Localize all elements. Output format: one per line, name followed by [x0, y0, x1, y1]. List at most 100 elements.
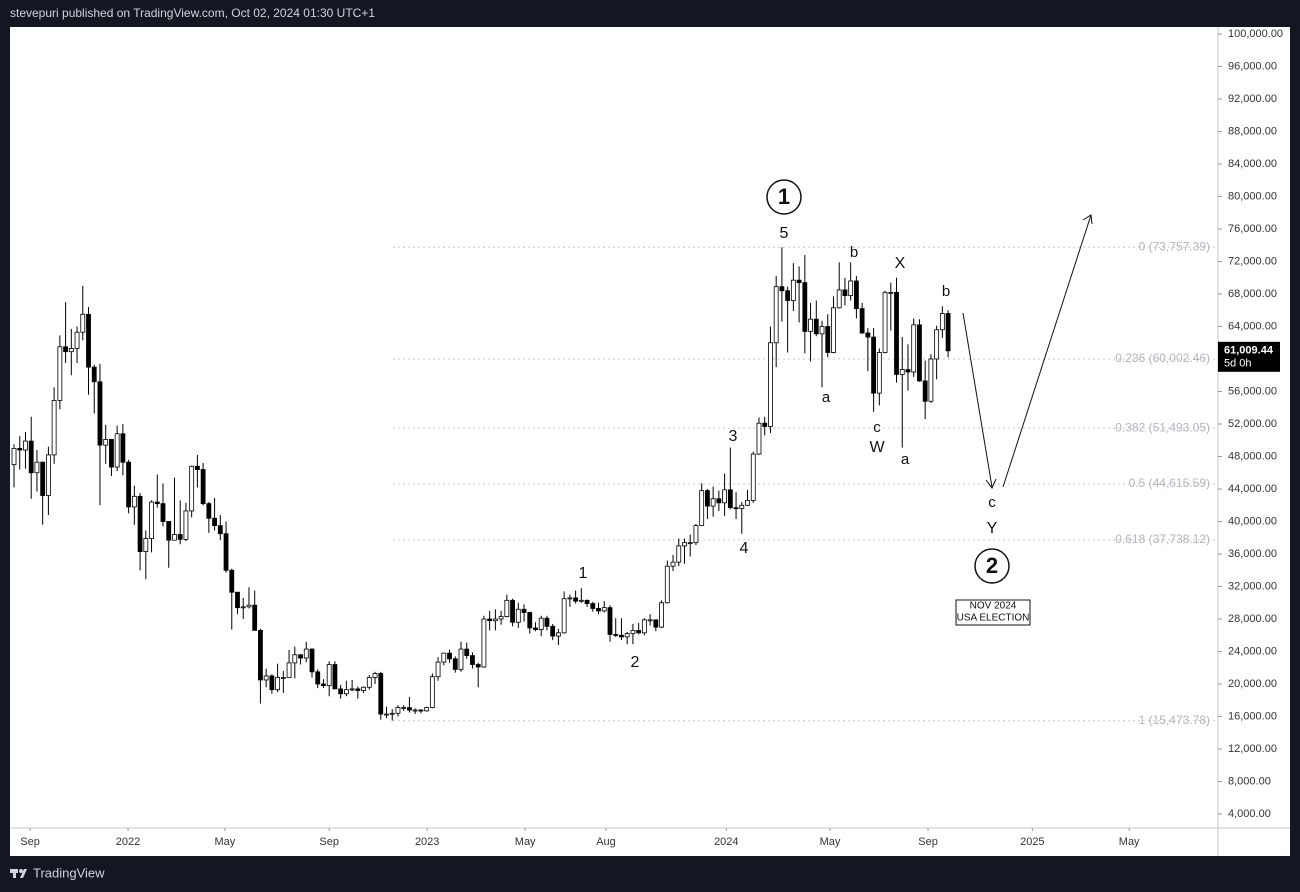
wave-label: NOV 2024 — [970, 601, 1017, 612]
y-tick-label: 48,000.00 — [1228, 450, 1277, 462]
wave-label: 1 — [778, 184, 790, 209]
candle-body — [40, 461, 46, 496]
candle-body — [779, 286, 785, 292]
candle-body — [303, 648, 309, 659]
candle-body — [309, 648, 315, 673]
candle-body — [183, 510, 189, 540]
y-tick-label: 76,000.00 — [1228, 223, 1277, 235]
candle-body — [939, 313, 945, 331]
candle-body — [510, 599, 515, 623]
candle-body — [172, 534, 177, 541]
last-price-label: 61,009.44 — [1224, 345, 1274, 357]
candle-body — [722, 489, 728, 504]
y-tick-label: 52,000.00 — [1228, 418, 1277, 430]
y-tick-label: 16,000.00 — [1228, 710, 1277, 722]
candle-body — [727, 489, 733, 509]
candle-body — [619, 634, 624, 638]
y-tick-label: 96,000.00 — [1228, 60, 1277, 72]
candle-body — [567, 597, 573, 600]
x-tick-label: Aug — [596, 836, 616, 848]
y-tick-label: 8,000.00 — [1228, 775, 1271, 787]
candle-body — [74, 331, 80, 349]
candle-body — [504, 599, 510, 617]
candle-body — [859, 308, 865, 334]
candle-body — [894, 291, 899, 375]
candle-body — [636, 629, 642, 634]
candle-body — [710, 498, 716, 507]
candle-body — [785, 290, 791, 301]
candle-body — [332, 664, 338, 690]
candle-body — [378, 673, 384, 715]
candle-body — [11, 447, 17, 466]
x-tick-label: May — [820, 836, 841, 848]
y-tick-label: 44,000.00 — [1228, 483, 1277, 495]
candle-body — [223, 533, 229, 571]
wave-label: 2 — [986, 553, 998, 578]
y-tick-label: 36,000.00 — [1228, 548, 1277, 560]
candle-body — [550, 625, 556, 637]
candle-body — [68, 348, 74, 353]
candle-body — [624, 633, 630, 638]
candle-body — [252, 604, 258, 631]
candle-body — [275, 677, 281, 691]
candle-body — [613, 634, 619, 636]
candle-body — [447, 652, 452, 660]
y-tick-label: 92,000.00 — [1228, 93, 1277, 105]
candle-body — [45, 454, 51, 496]
y-tick-label: 84,000.00 — [1228, 158, 1277, 170]
candle-body — [836, 289, 842, 309]
candle-body — [361, 686, 366, 691]
candle-body — [733, 507, 739, 510]
fib-label: 0.382 (51,493.05) — [1115, 420, 1210, 434]
candle-body — [149, 501, 154, 539]
candle-body — [418, 709, 424, 712]
candle-body — [86, 313, 91, 368]
wave-label: Y — [987, 520, 998, 537]
candle-body — [664, 565, 670, 604]
candle-body — [584, 599, 590, 604]
candle-body — [773, 286, 779, 344]
candle-body — [189, 465, 195, 512]
candle-body — [194, 465, 200, 470]
candle-body — [739, 504, 745, 509]
candle-body — [458, 648, 464, 670]
candle-body — [298, 654, 303, 659]
candle-body — [321, 683, 326, 687]
y-tick-label: 72,000.00 — [1228, 255, 1277, 267]
candle-body — [601, 607, 607, 612]
candle-body — [63, 346, 68, 353]
candle-body — [315, 671, 321, 685]
wave-label: b — [850, 244, 858, 261]
candle-body — [235, 591, 240, 609]
y-tick-label: 12,000.00 — [1228, 743, 1277, 755]
candle-body — [246, 604, 252, 608]
candle-body — [200, 469, 206, 505]
y-tick-label: 64,000.00 — [1228, 320, 1277, 332]
candle-body — [578, 599, 584, 602]
candle-body — [790, 279, 796, 301]
candle-body — [372, 673, 378, 678]
candle-body — [928, 358, 934, 402]
wave-label: 4 — [740, 540, 749, 557]
candle-body — [533, 627, 538, 630]
candle-body — [653, 619, 659, 628]
candle-body — [768, 342, 773, 427]
candle-body — [876, 352, 882, 394]
fib-label: 0.236 (60,002.46) — [1115, 351, 1210, 365]
header-text: stevepuri published on TradingView.com, … — [10, 6, 375, 20]
candle-body — [527, 612, 533, 629]
countdown-label: 5d 0h — [1224, 358, 1252, 370]
wave-circle — [974, 548, 1010, 584]
candle-body — [756, 422, 762, 455]
candle-body — [17, 447, 23, 451]
candle-body — [263, 675, 269, 681]
candle-body — [34, 461, 40, 474]
event-box — [955, 599, 1031, 626]
candle-body — [561, 598, 567, 634]
x-tick-label: 2022 — [116, 836, 140, 848]
candle-body — [945, 313, 951, 352]
candle-body — [97, 381, 103, 446]
candle-body — [492, 618, 498, 622]
candle-body — [813, 318, 819, 335]
